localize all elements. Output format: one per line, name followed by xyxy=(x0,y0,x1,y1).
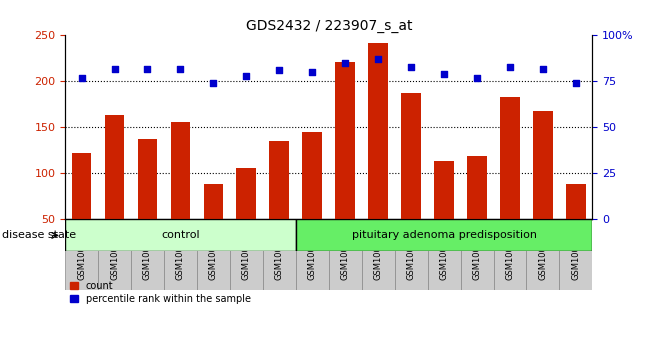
Bar xyxy=(368,43,388,266)
Bar xyxy=(105,115,124,266)
Bar xyxy=(65,219,296,251)
Bar xyxy=(164,219,197,290)
Bar xyxy=(204,184,223,266)
Bar xyxy=(230,219,263,290)
Bar xyxy=(362,219,395,290)
Bar xyxy=(137,139,158,266)
Bar xyxy=(335,62,355,266)
Bar xyxy=(500,97,520,266)
Bar xyxy=(236,168,256,266)
Text: GSM100892: GSM100892 xyxy=(439,229,449,280)
Text: GSM100903: GSM100903 xyxy=(275,229,284,280)
Bar xyxy=(428,219,461,290)
Text: GSM100891: GSM100891 xyxy=(407,229,415,280)
Point xyxy=(406,64,417,69)
Title: GDS2432 / 223907_s_at: GDS2432 / 223907_s_at xyxy=(245,19,412,33)
Bar xyxy=(467,156,487,266)
Point xyxy=(538,66,548,72)
Bar xyxy=(401,93,421,266)
Bar xyxy=(296,219,329,290)
Point xyxy=(439,71,449,77)
Bar xyxy=(263,219,296,290)
Bar xyxy=(559,219,592,290)
Point xyxy=(505,64,515,69)
Point xyxy=(109,66,120,72)
Bar xyxy=(171,122,190,266)
Bar xyxy=(566,184,586,266)
Text: GSM100897: GSM100897 xyxy=(143,229,152,280)
Bar xyxy=(131,219,164,290)
Point xyxy=(208,80,219,86)
Bar xyxy=(533,111,553,266)
Text: disease state: disease state xyxy=(2,230,76,240)
Bar xyxy=(296,219,592,251)
Bar xyxy=(197,219,230,290)
Text: GSM100890: GSM100890 xyxy=(374,229,383,280)
Text: control: control xyxy=(161,230,200,240)
Text: GSM100888: GSM100888 xyxy=(308,229,317,280)
Text: GSM100889: GSM100889 xyxy=(340,229,350,280)
Text: GSM100898: GSM100898 xyxy=(176,229,185,280)
Bar xyxy=(434,161,454,266)
Text: GSM100893: GSM100893 xyxy=(473,229,482,280)
Point xyxy=(241,73,251,79)
Bar xyxy=(98,219,131,290)
Text: GSM100896: GSM100896 xyxy=(110,229,119,280)
Point xyxy=(472,75,482,81)
Point xyxy=(175,66,186,72)
Legend: count, percentile rank within the sample: count, percentile rank within the sample xyxy=(70,281,251,304)
Text: GSM100900: GSM100900 xyxy=(572,230,581,280)
Point xyxy=(76,75,87,81)
Text: GSM100902: GSM100902 xyxy=(242,230,251,280)
Point xyxy=(571,80,581,86)
Bar xyxy=(270,141,289,266)
Bar xyxy=(65,219,98,290)
Point xyxy=(373,57,383,62)
Text: GSM100901: GSM100901 xyxy=(209,230,218,280)
Bar xyxy=(302,132,322,266)
Point xyxy=(340,60,350,66)
Text: pituitary adenoma predisposition: pituitary adenoma predisposition xyxy=(352,230,536,240)
Text: GSM100895: GSM100895 xyxy=(77,229,86,280)
Bar xyxy=(461,219,493,290)
Bar xyxy=(72,153,91,266)
Text: GSM100899: GSM100899 xyxy=(538,229,547,280)
Point xyxy=(307,69,318,75)
Point xyxy=(143,66,153,72)
Point xyxy=(274,68,284,73)
Bar xyxy=(329,219,362,290)
Bar xyxy=(527,219,559,290)
Bar xyxy=(493,219,527,290)
Bar xyxy=(395,219,428,290)
Text: GSM100894: GSM100894 xyxy=(506,229,514,280)
